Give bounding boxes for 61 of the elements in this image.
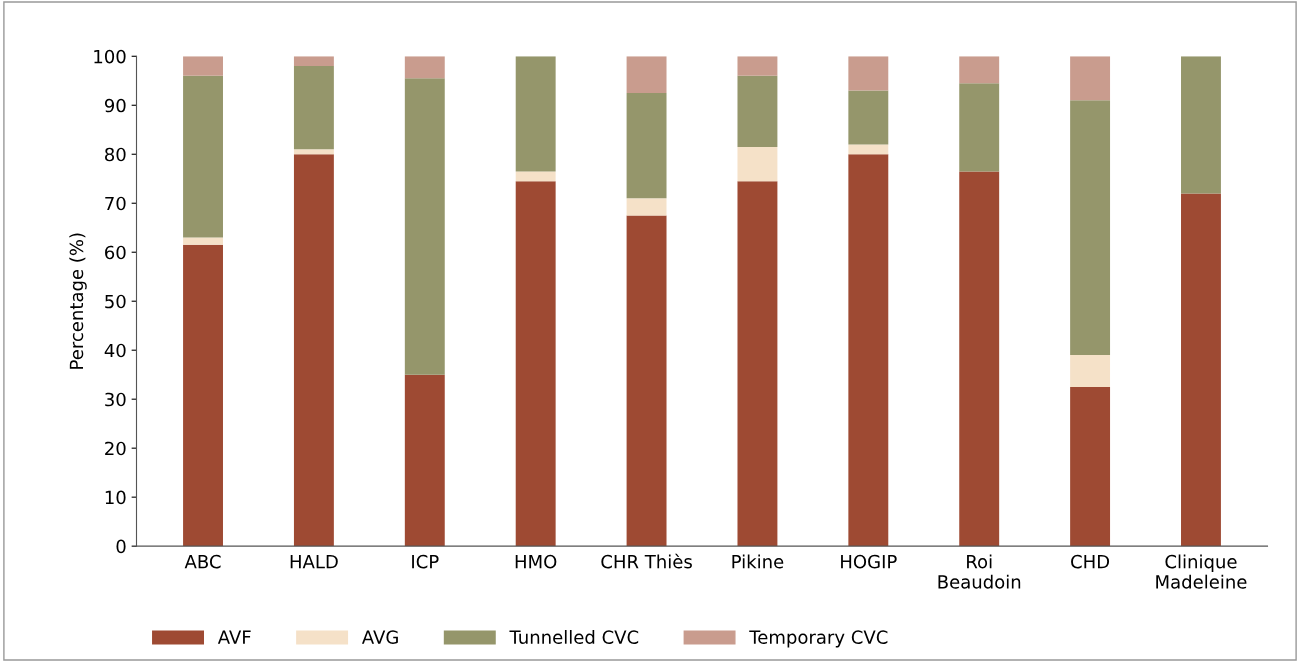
bar [1070,355,1111,387]
legend-label: Temporary CVC [749,630,888,648]
y-tick-label: 30 [105,392,126,407]
y-tick-label: 0 [116,539,126,554]
bar [293,66,334,150]
y-tick-label: 50 [105,294,126,309]
bar [626,93,667,199]
x-tick-label: HMO [515,554,557,569]
bar [183,75,223,238]
y-tick-label: 80 [105,147,126,162]
y-tick-label: 70 [105,196,126,211]
bar [183,56,223,76]
x-tick-label: HOGIP [841,554,897,569]
bar [1070,56,1111,101]
y-tick-label: 100 [94,49,126,64]
legend-label: AVG [361,630,398,644]
x-tick-label: Roi Beaudoin [938,554,1021,589]
y-tick-label: 60 [105,245,126,260]
bar [848,154,889,547]
legend-label: Tunnelled CVC [509,630,639,644]
y-tick-label: 90 [104,98,126,113]
bar [626,198,667,216]
bar [515,56,556,172]
bar [959,171,1000,547]
bar [626,215,667,547]
x-tick-label: CHR Thiès [601,553,692,569]
bar [515,181,556,547]
bar [737,181,778,547]
y-tick-label: 10 [105,490,126,505]
bar [293,154,334,547]
bar [959,83,1000,172]
bar [1070,100,1111,356]
bar [515,171,556,182]
bar [737,56,778,76]
bar [737,75,778,147]
bar [404,78,445,375]
y-axis-title: Percentage (%) [69,233,87,369]
legend-label: AVF [217,630,251,644]
bar [404,374,445,547]
bar [293,149,334,155]
bar [848,144,889,155]
bar [959,56,1000,84]
bar [1181,56,1221,194]
x-tick-label: HALD [290,555,338,569]
x-tick-label: Clinique Madeleine [1156,554,1247,589]
bar [848,90,889,145]
bar [1070,386,1111,547]
bar [183,237,223,245]
y-tick-label: 20 [105,441,126,456]
bar [626,56,667,94]
x-tick-label: Pikine [732,554,784,569]
bar [293,56,334,67]
bar [848,56,889,91]
bar [183,244,223,547]
bar [1181,193,1221,547]
bar [737,146,778,182]
x-tick-label: ICP [412,554,439,569]
x-tick-label: CHD [1071,554,1110,569]
y-tick-label: 40 [104,343,126,358]
x-tick-label: ABC [184,554,221,569]
bar [404,56,445,79]
